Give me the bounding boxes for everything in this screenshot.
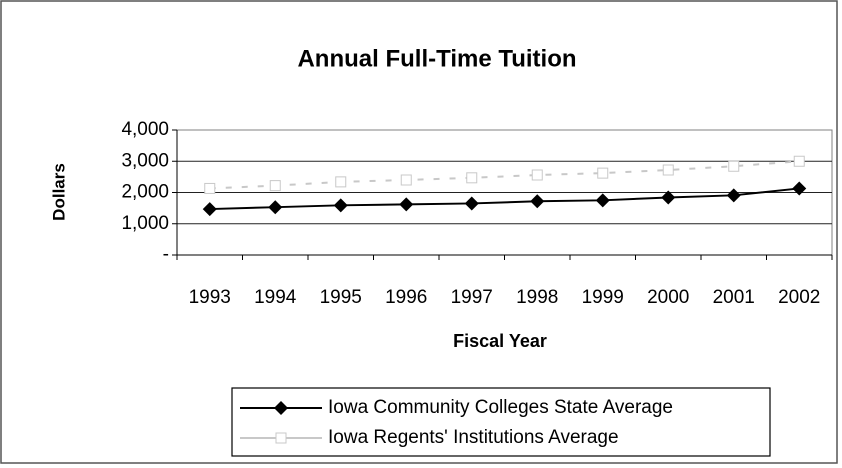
x-tick-label: 2001 — [713, 287, 755, 308]
x-tick-label: 1997 — [451, 287, 493, 308]
marker — [728, 160, 740, 172]
x-tick-label: 2000 — [647, 287, 689, 308]
marker — [793, 155, 805, 167]
legend-marker — [275, 432, 287, 444]
y-tick-label: 3,000 — [121, 150, 169, 171]
x-axis-label: Fiscal Year — [453, 331, 547, 351]
series-line — [209, 160, 800, 190]
marker — [204, 182, 216, 194]
marker — [269, 180, 281, 192]
legend-label: Iowa Regents' Institutions Average — [328, 427, 619, 448]
marker — [661, 190, 676, 205]
x-tick-label: 1998 — [516, 287, 558, 308]
marker — [792, 181, 807, 196]
marker — [335, 176, 347, 188]
chart-title: Annual Full-Time Tuition — [297, 45, 576, 72]
y-tick-label: 1,000 — [121, 213, 169, 234]
marker — [202, 202, 217, 217]
marker — [662, 164, 674, 176]
x-tick-label: 1995 — [320, 287, 362, 308]
marker — [531, 169, 543, 181]
y-tick-label: 4,000 — [121, 119, 169, 140]
marker — [400, 174, 412, 186]
x-tick-label: 2002 — [778, 287, 820, 308]
x-tick-label: 1994 — [254, 287, 297, 308]
y-tick-label: 2,000 — [121, 182, 169, 203]
legend-label: Iowa Community Colleges State Average — [328, 397, 673, 418]
marker — [595, 193, 610, 208]
marker — [333, 198, 348, 213]
marker — [268, 200, 283, 215]
x-tick-label: 1996 — [385, 287, 427, 308]
y-tick-label: - — [163, 244, 169, 265]
x-tick-label: 1999 — [582, 287, 624, 308]
marker — [726, 188, 741, 203]
x-tick-label: 1993 — [189, 287, 231, 308]
marker — [466, 172, 478, 184]
legend-marker — [274, 401, 288, 415]
legend-box — [231, 387, 771, 457]
y-axis-label: Dollars — [49, 163, 68, 221]
marker — [464, 196, 479, 211]
series-line — [209, 187, 800, 211]
marker — [530, 194, 545, 209]
marker — [399, 197, 414, 212]
marker — [597, 167, 609, 179]
